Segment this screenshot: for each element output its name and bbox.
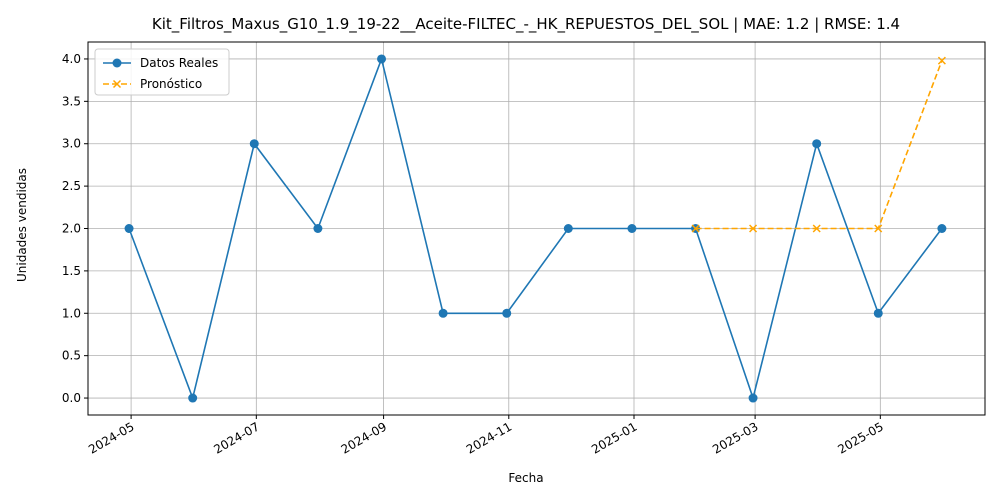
y-tick-label: 2.0	[62, 222, 81, 236]
forecast-point	[874, 224, 883, 233]
data-point	[502, 308, 512, 318]
data-point	[112, 58, 122, 68]
x-tick-label: 2025-01	[589, 419, 639, 456]
y-tick-label: 1.5	[62, 264, 81, 278]
series-0	[124, 54, 947, 403]
data-point	[377, 54, 387, 64]
y-tick-label: 0.5	[62, 349, 81, 363]
x-axis-label: Fecha	[508, 471, 543, 485]
data-point	[313, 224, 323, 233]
data-point	[873, 308, 883, 318]
x-tick-label: 2024-11	[464, 419, 514, 456]
chart-title: Kit_Filtros_Maxus_G10_1.9_19-22__Aceite-…	[152, 15, 900, 34]
y-axis: 0.0 0.5 1.0 1.5 2.0 2.5 3.0 3.5 4.0	[62, 52, 88, 405]
x-tick-label: 2025-05	[835, 419, 885, 456]
y-tick-label: 4.0	[62, 52, 81, 66]
forecast-point	[691, 224, 700, 233]
data-point	[188, 393, 198, 403]
data-point	[748, 393, 758, 403]
forecast-point	[812, 224, 821, 233]
legend-label: Datos Reales	[140, 56, 218, 70]
legend-box	[94, 48, 230, 96]
legend-item: Datos Reales	[103, 56, 218, 70]
forecast-point	[112, 79, 122, 89]
legend-item: Pronóstico	[103, 77, 202, 91]
series-1	[691, 56, 946, 233]
data-point	[937, 224, 947, 233]
y-tick-label: 0.0	[62, 391, 81, 405]
data-point	[563, 224, 573, 233]
y-tick-label: 3.5	[62, 94, 81, 108]
forecast-point	[937, 56, 946, 65]
data-point	[627, 224, 637, 233]
series-line	[128, 56, 943, 401]
x-tick-label: 2024-09	[339, 419, 389, 456]
y-tick-label: 1.0	[62, 306, 81, 320]
x-axis: 2024-05 2024-07 2024-09 2024-11 2025-01 2025-…	[86, 415, 886, 457]
data-point	[812, 139, 822, 149]
x-tick-label: 2025-03	[710, 419, 760, 456]
series-layer	[124, 54, 947, 403]
x-tick-label: 2024-05	[86, 419, 136, 456]
y-tick-label: 2.5	[62, 179, 81, 193]
y-tick-label: 3.0	[62, 137, 81, 151]
x-tick-label: 2024-07	[211, 419, 261, 456]
data-point	[249, 139, 259, 149]
data-point	[438, 308, 448, 318]
legend: Datos Reales Pronóstico	[94, 48, 230, 96]
data-point	[124, 224, 134, 233]
legend-label: Pronóstico	[140, 77, 202, 91]
forecast-point	[749, 224, 758, 233]
y-axis-label: Unidades vendidas	[15, 168, 29, 282]
